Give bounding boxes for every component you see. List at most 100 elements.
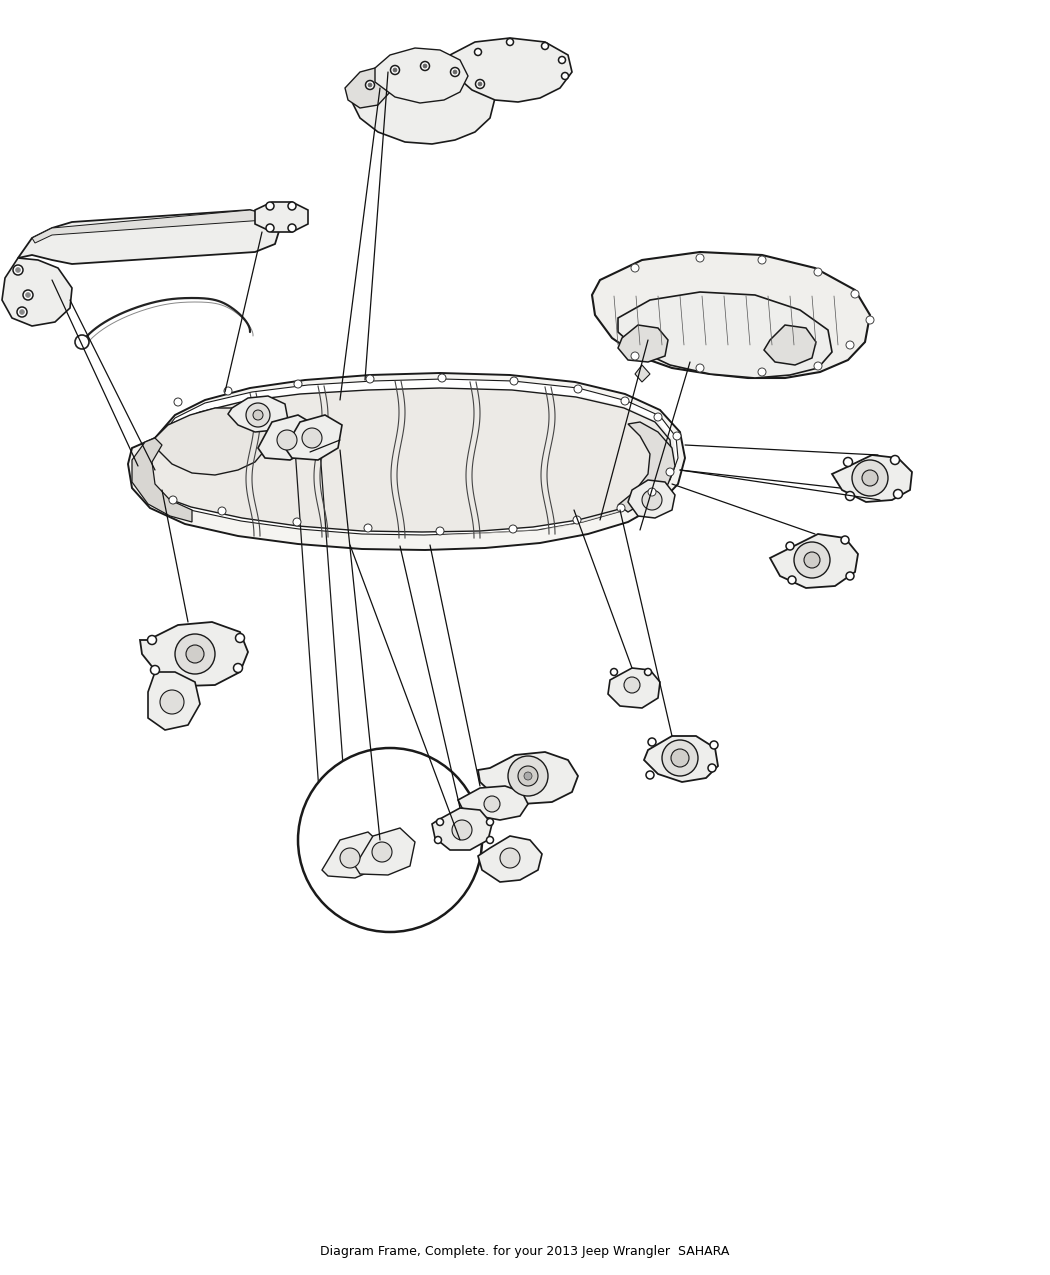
Circle shape — [340, 848, 360, 868]
Polygon shape — [618, 325, 668, 362]
Circle shape — [366, 375, 374, 382]
Circle shape — [150, 666, 160, 674]
Polygon shape — [635, 365, 650, 382]
Circle shape — [435, 836, 441, 844]
Circle shape — [894, 490, 903, 499]
Circle shape — [277, 430, 297, 450]
Circle shape — [486, 836, 494, 844]
Circle shape — [246, 403, 270, 427]
Circle shape — [648, 738, 656, 746]
Circle shape — [174, 398, 182, 405]
Polygon shape — [2, 258, 72, 326]
Circle shape — [696, 363, 704, 372]
Polygon shape — [258, 414, 315, 460]
Circle shape — [662, 740, 698, 776]
Circle shape — [758, 256, 766, 264]
Circle shape — [224, 388, 232, 395]
Circle shape — [610, 668, 617, 676]
Circle shape — [814, 268, 822, 275]
Circle shape — [169, 496, 177, 504]
Circle shape — [804, 552, 820, 567]
Circle shape — [484, 796, 500, 812]
Circle shape — [288, 224, 296, 232]
Circle shape — [648, 488, 656, 496]
Circle shape — [518, 766, 538, 785]
Circle shape — [666, 468, 674, 476]
Polygon shape — [322, 833, 382, 878]
Circle shape — [621, 397, 629, 405]
Circle shape — [393, 68, 397, 71]
Circle shape — [235, 634, 245, 643]
Circle shape — [438, 374, 446, 382]
Circle shape — [524, 771, 532, 780]
Circle shape — [758, 368, 766, 376]
Circle shape — [475, 48, 482, 56]
Circle shape — [294, 380, 302, 388]
Circle shape — [423, 64, 427, 68]
Polygon shape — [132, 439, 192, 521]
Polygon shape — [478, 752, 578, 805]
Circle shape — [843, 458, 853, 467]
Circle shape — [293, 518, 301, 527]
Circle shape — [266, 224, 274, 232]
Circle shape — [266, 201, 274, 210]
Circle shape — [364, 524, 372, 532]
Circle shape — [365, 80, 375, 89]
Polygon shape — [424, 397, 676, 536]
Polygon shape — [18, 210, 280, 264]
Polygon shape — [140, 388, 672, 532]
Circle shape — [696, 254, 704, 261]
Circle shape — [23, 289, 33, 300]
Polygon shape — [770, 534, 858, 588]
Polygon shape — [618, 422, 675, 513]
Polygon shape — [352, 62, 495, 144]
Circle shape — [841, 536, 849, 544]
Circle shape — [573, 516, 581, 524]
Circle shape — [559, 56, 566, 64]
Circle shape — [788, 576, 796, 584]
Circle shape — [645, 668, 651, 676]
Circle shape — [288, 201, 296, 210]
Circle shape — [574, 385, 582, 393]
Polygon shape — [228, 397, 288, 432]
Circle shape — [486, 819, 494, 825]
Circle shape — [814, 362, 822, 370]
Circle shape — [500, 848, 520, 868]
Polygon shape — [140, 622, 248, 686]
Circle shape — [420, 61, 429, 70]
Circle shape — [624, 677, 640, 694]
Polygon shape — [155, 408, 268, 476]
Circle shape — [17, 307, 27, 317]
Polygon shape — [128, 374, 685, 550]
Text: Diagram Frame, Complete. for your 2013 Jeep Wrangler  SAHARA: Diagram Frame, Complete. for your 2013 J… — [320, 1244, 730, 1258]
Circle shape — [646, 771, 654, 779]
Circle shape — [218, 507, 226, 515]
Circle shape — [510, 377, 518, 385]
Circle shape — [562, 73, 568, 79]
Circle shape — [862, 470, 878, 486]
Circle shape — [372, 842, 392, 862]
Polygon shape — [140, 379, 678, 536]
Polygon shape — [255, 201, 308, 232]
Circle shape — [436, 527, 444, 535]
Circle shape — [253, 411, 262, 419]
Circle shape — [708, 764, 716, 771]
Polygon shape — [32, 210, 272, 244]
Circle shape — [160, 690, 184, 714]
Polygon shape — [592, 252, 870, 377]
Polygon shape — [148, 672, 200, 731]
Circle shape — [478, 82, 482, 85]
Circle shape — [20, 310, 24, 315]
Circle shape — [175, 634, 215, 674]
Circle shape — [846, 340, 854, 349]
Circle shape — [631, 264, 639, 272]
Circle shape — [25, 292, 30, 297]
Circle shape — [452, 820, 472, 840]
Polygon shape — [345, 68, 390, 108]
Polygon shape — [355, 827, 415, 875]
Circle shape — [890, 455, 900, 464]
Circle shape — [186, 645, 204, 663]
Circle shape — [673, 432, 681, 440]
Circle shape — [509, 525, 517, 533]
Polygon shape — [478, 836, 542, 882]
